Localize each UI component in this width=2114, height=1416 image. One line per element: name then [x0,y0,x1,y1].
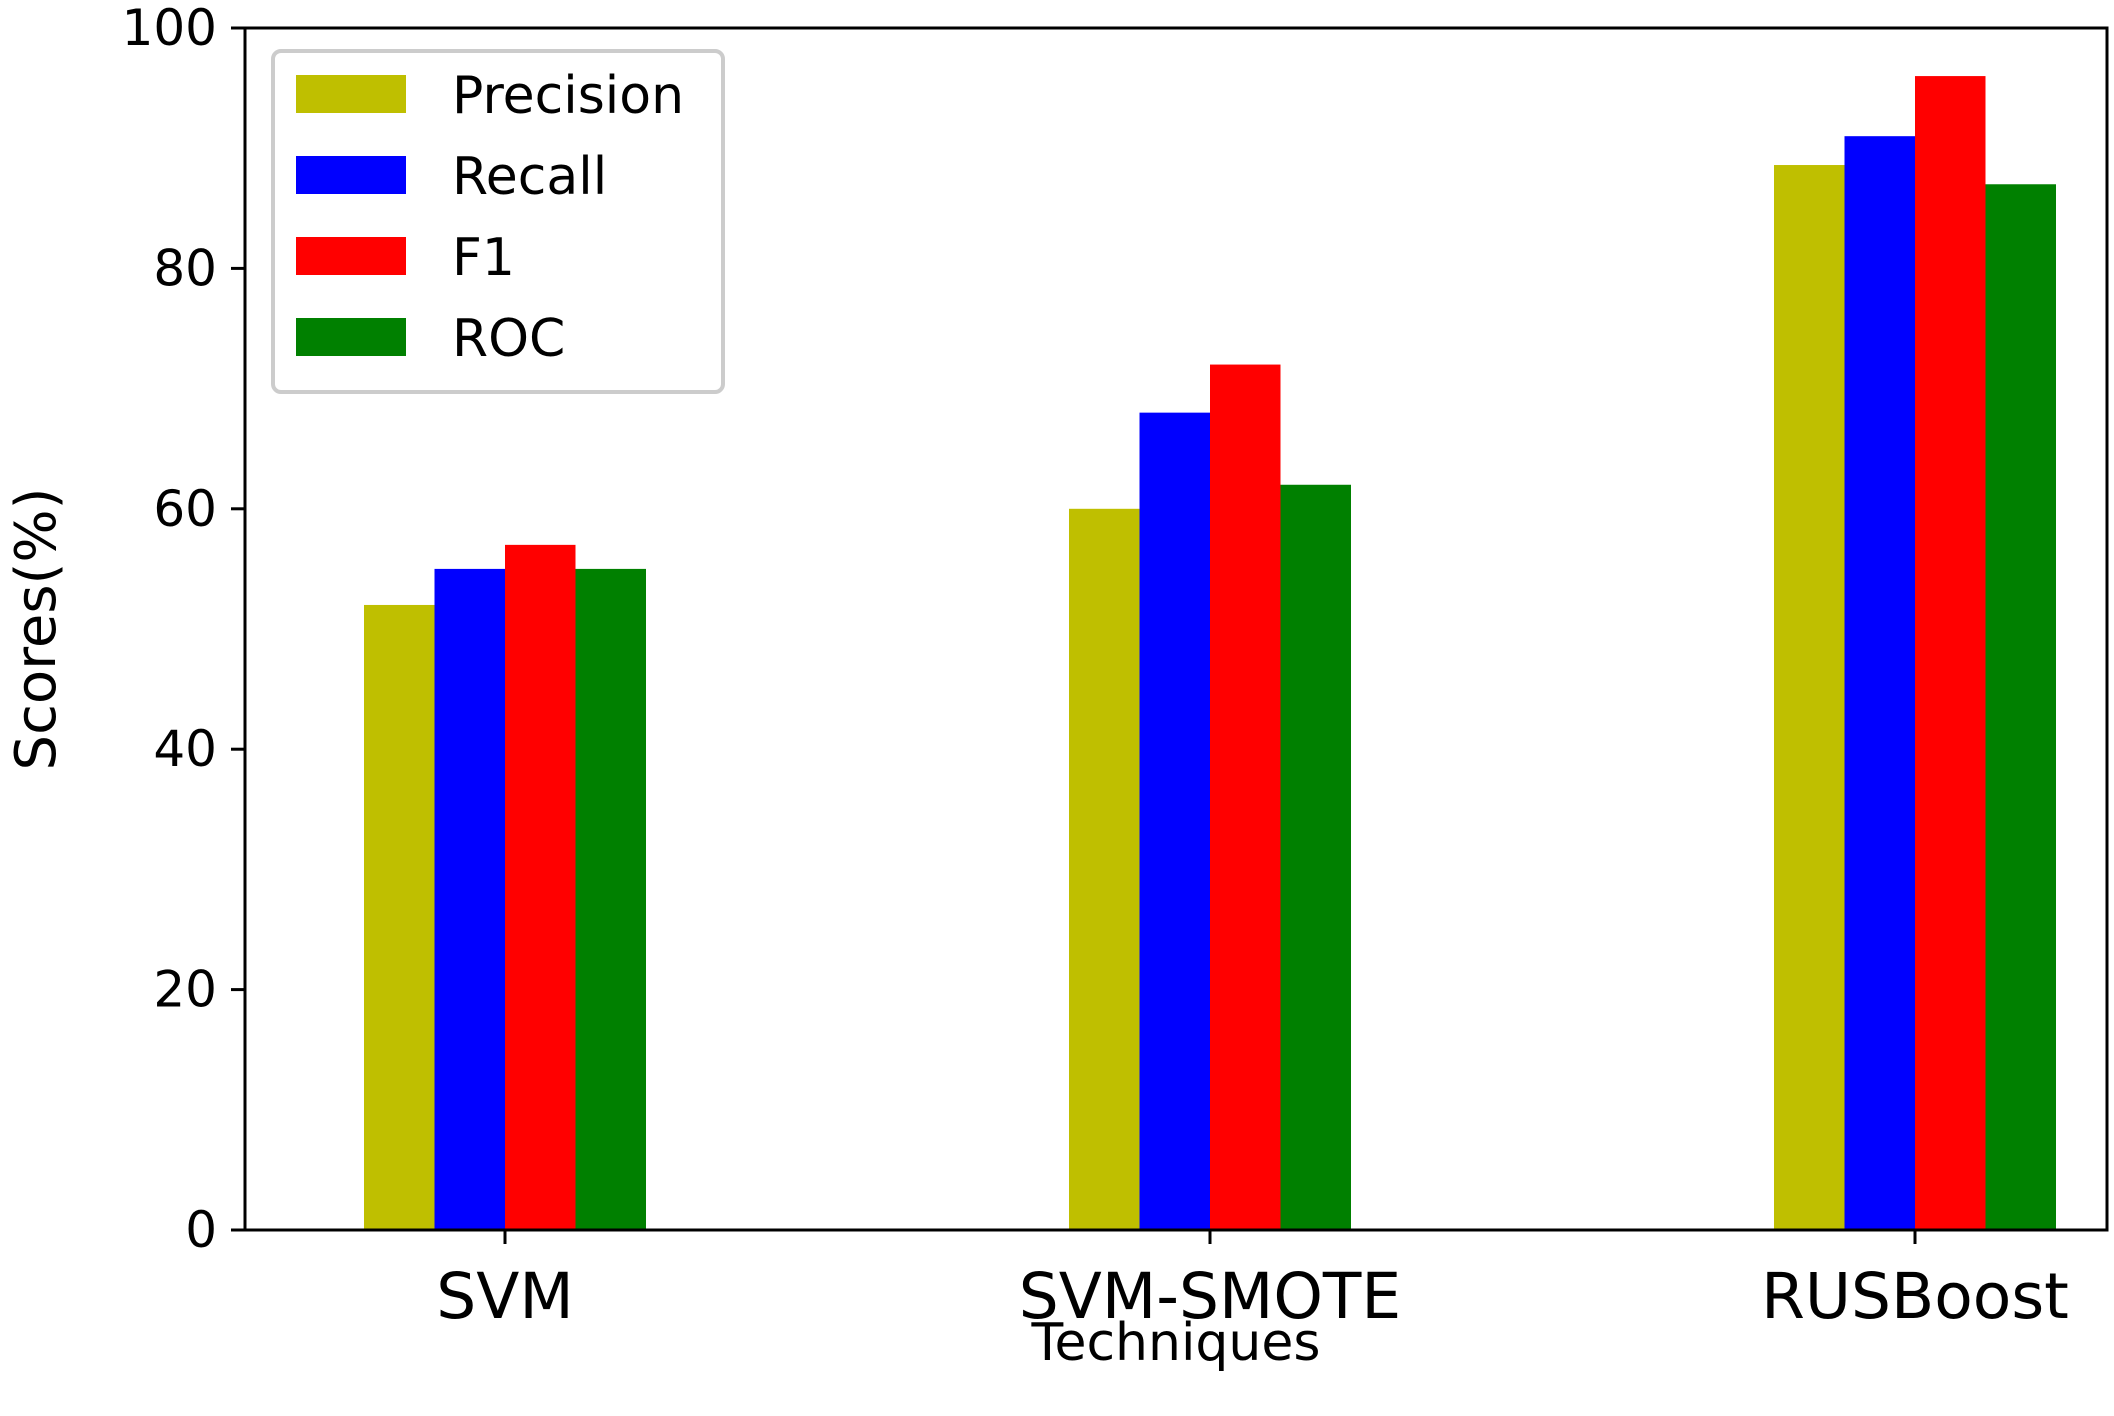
bar-f1-svm [505,544,576,1230]
y-axis: 0 20 40 60 80 100 [122,0,245,1259]
y-tick-label: 80 [153,239,217,297]
bar-recall-svm-smote [1139,412,1210,1230]
bar-recall-svm [434,568,505,1230]
legend-swatch-recall [296,156,406,194]
y-tick-label: 40 [153,720,217,778]
legend-swatch-f1 [296,237,406,275]
x-tick-label: SVM [436,1260,573,1333]
y-tick-label: 0 [185,1201,217,1259]
legend-label-roc: ROC [452,309,565,369]
x-tick-label: RUSBoost [1761,1260,2069,1333]
legend: Precision Recall F1 ROC [271,49,725,394]
bar-precision-svm [364,604,435,1230]
bar-recall-rusboost [1844,136,1915,1231]
x-axis-label: Techniques [1031,1313,1321,1373]
bar-roc-svm [575,568,646,1230]
y-tick-label: 100 [122,0,217,57]
legend-label-precision: Precision [452,66,684,126]
legend-label-f1: F1 [452,228,515,288]
bar-f1-rusboost [1915,76,1986,1231]
y-tick-label: 60 [153,480,217,538]
x-tick-label: SVM-SMOTE [1019,1260,1401,1333]
legend-box [271,49,725,394]
bar-roc-svm-smote [1280,484,1351,1230]
legend-swatch-precision [296,75,406,113]
bar-roc-rusboost [1985,184,2056,1230]
plot-frame [243,26,2109,1232]
bars-group [364,76,2056,1231]
bar-precision-rusboost [1774,165,1845,1230]
legend-label-recall: Recall [452,147,607,207]
y-tick-label: 20 [153,961,217,1019]
x-axis: SVM SVM-SMOTE RUSBoost [436,1230,2069,1333]
legend-swatch-roc [296,318,406,356]
bar-f1-svm-smote [1210,364,1281,1230]
bar-precision-svm-smote [1069,508,1140,1230]
y-axis-label: Scores(%) [4,488,69,771]
